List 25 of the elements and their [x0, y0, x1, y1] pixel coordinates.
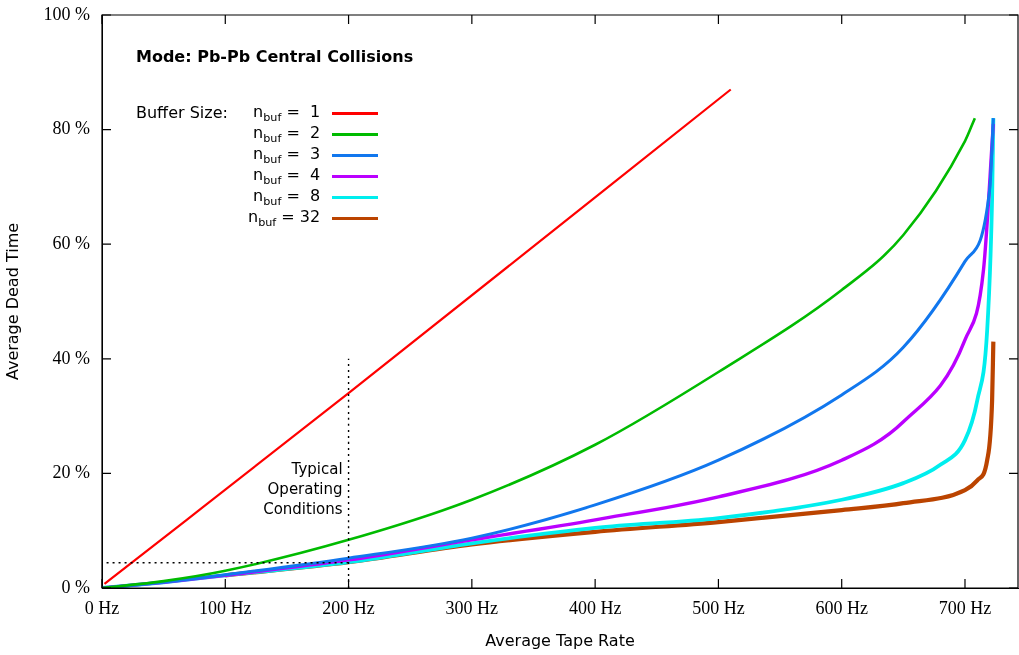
x-tick-label: 100 Hz: [199, 597, 252, 618]
x-tick-label: 600 Hz: [815, 597, 868, 618]
legend-label: n$_{buf}$ = 32: [248, 207, 321, 230]
x-tick-label: 500 Hz: [692, 597, 745, 618]
y-tick-label: 100 %: [43, 3, 90, 24]
y-axis-title: Average Dead Time: [2, 222, 22, 381]
legend-label: n$_{buf}$ = 2: [253, 123, 321, 146]
x-tick-label: 400 Hz: [568, 597, 622, 618]
y-tick-label: 0 %: [61, 576, 90, 597]
legend-label: n$_{buf}$ = 8: [253, 186, 321, 209]
x-axis-title: Average Tape Rate: [485, 630, 635, 650]
annotation: Mode: Pb-Pb Central Collisions: [136, 47, 414, 66]
x-tick-label: 0 Hz: [84, 597, 120, 618]
annotation: Typical Operating Conditions: [262, 459, 343, 520]
y-tick-label: 40 %: [52, 347, 90, 368]
y-tick-label: 60 %: [52, 232, 90, 253]
y-tick-label: 80 %: [52, 118, 90, 139]
y-tick-label: 20 %: [52, 462, 90, 483]
legend-title: Buffer Size:: [136, 103, 228, 122]
x-tick-label: 300 Hz: [445, 597, 499, 618]
x-tick-label: 200 Hz: [322, 597, 375, 618]
x-tick-label: 700 Hz: [938, 597, 992, 618]
legend-label: n$_{buf}$ = 1: [253, 102, 321, 125]
legend-label: n$_{buf}$ = 3: [253, 144, 321, 167]
legend-label: n$_{buf}$ = 4: [253, 165, 321, 188]
